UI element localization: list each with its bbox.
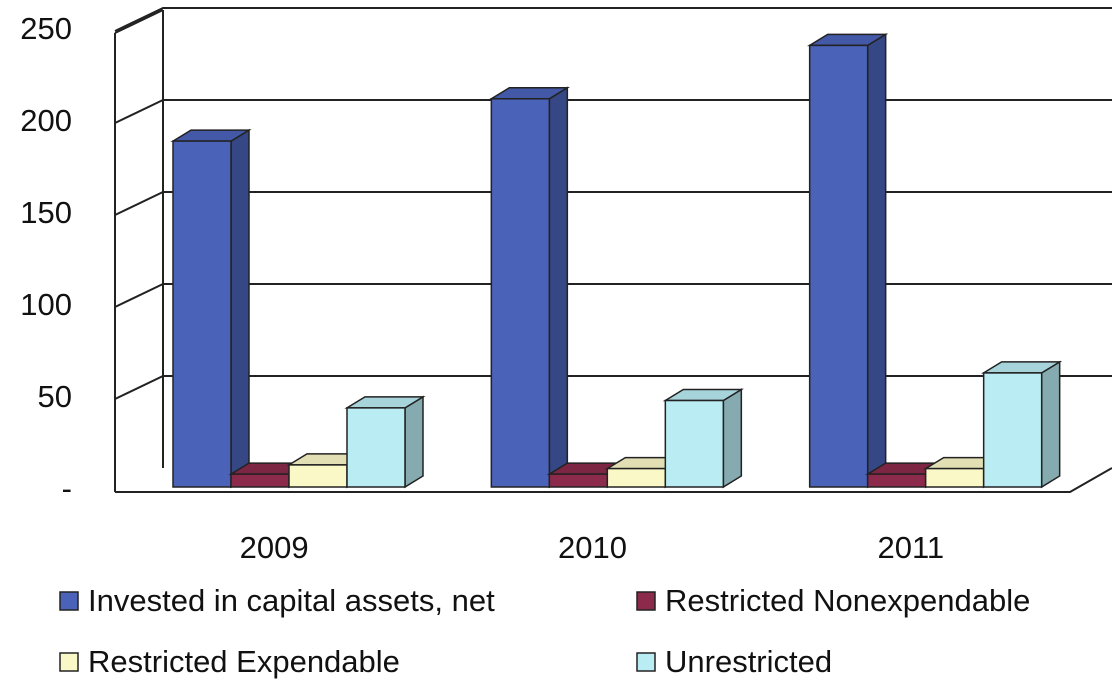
- grid-line: [114, 191, 1112, 216]
- legend-label: Restricted Expendable: [88, 644, 400, 679]
- bar: [346, 407, 406, 488]
- bar: [606, 467, 667, 488]
- bar: [924, 467, 985, 488]
- legend-swatch: [636, 652, 656, 672]
- bar: [230, 473, 290, 488]
- legend-swatch: [59, 652, 79, 672]
- bar: [866, 473, 927, 488]
- bar: [548, 473, 609, 488]
- y-tick-label: -: [62, 471, 72, 506]
- y-tick-label: 200: [20, 103, 72, 138]
- x-tick-label: 2009: [240, 530, 309, 565]
- bar-side: [404, 395, 424, 489]
- y-tick-label: 150: [20, 195, 72, 230]
- legend-label: Unrestricted: [665, 644, 832, 679]
- legend-swatch: [59, 591, 79, 611]
- grid-line: [114, 7, 1112, 32]
- x-tick-label: 2010: [558, 530, 627, 565]
- x-tick-label: 2011: [877, 530, 944, 565]
- bar-side: [230, 128, 250, 489]
- bar: [982, 372, 1043, 488]
- y-tick-label: 50: [38, 379, 72, 414]
- bar: [288, 464, 348, 488]
- y-tick-label: 100: [20, 287, 72, 322]
- wall-top: [114, 9, 164, 34]
- grid-line: [114, 283, 1112, 308]
- grid-line: [114, 375, 1112, 400]
- bar-side: [722, 388, 743, 489]
- floor-edge: [115, 467, 1112, 493]
- bar: [172, 140, 232, 488]
- bar: [664, 399, 725, 488]
- legend-label: Restricted Nonexpendable: [665, 583, 1030, 618]
- y-tick-label: 250: [20, 11, 72, 46]
- axes: [114, 9, 1112, 493]
- grid-line: [114, 99, 1112, 124]
- bar-side: [1040, 360, 1061, 489]
- legend-swatch: [636, 591, 656, 611]
- bar: [808, 44, 869, 488]
- bar: [490, 98, 551, 488]
- bar-side: [548, 86, 569, 489]
- bar-side: [866, 33, 887, 489]
- legend-label: Invested in capital assets, net: [88, 583, 495, 618]
